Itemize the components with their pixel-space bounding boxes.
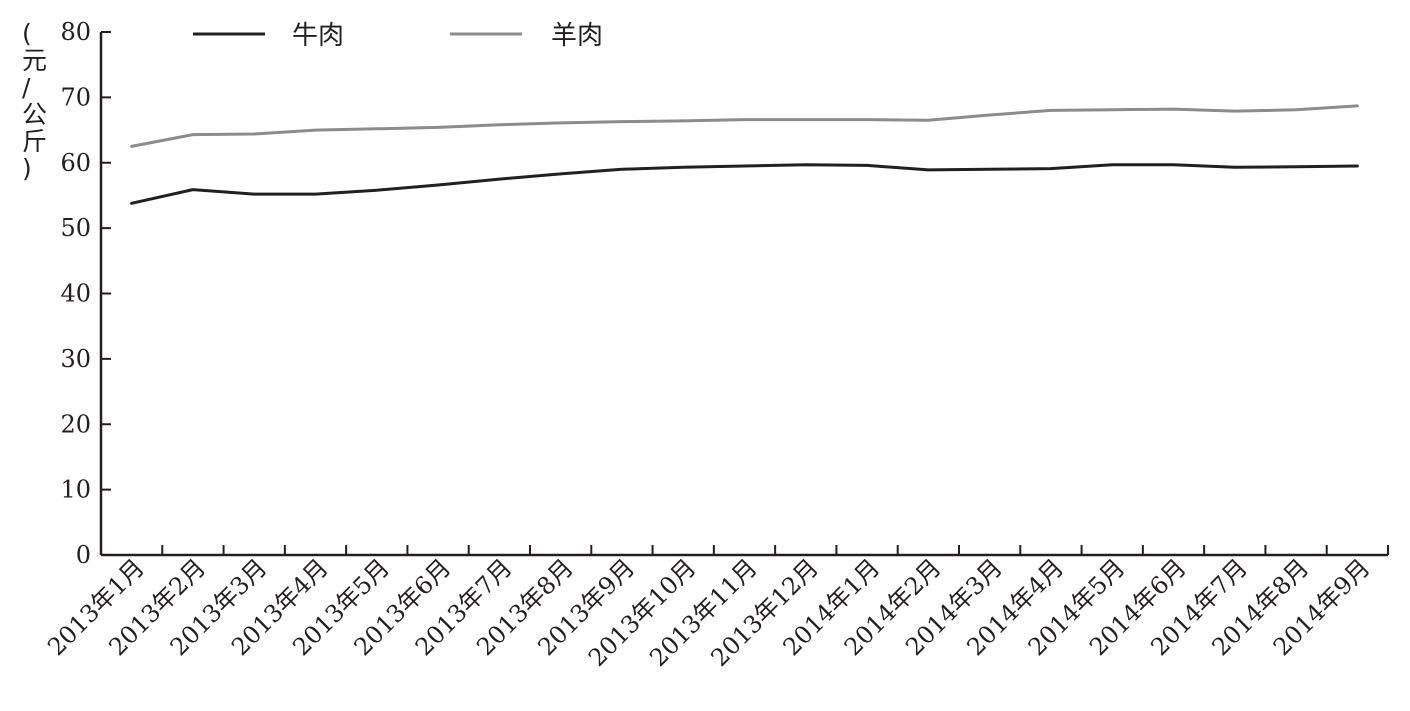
y-axis-label: (元/公斤) [22, 19, 47, 183]
y-tick-label: 20 [60, 410, 91, 438]
y-axis-label-char: 公 [22, 100, 47, 129]
y-tick-label: 40 [60, 280, 91, 308]
y-tick-label: 60 [60, 149, 91, 177]
y-axis-label-char: ( [22, 19, 32, 48]
legend-label-mutton: 羊肉 [551, 21, 603, 51]
y-axis-label-char: 斤 [22, 127, 47, 156]
y-tick-label: 0 [76, 541, 91, 569]
y-tick-label: 80 [60, 18, 91, 46]
series-layer [130, 104, 1359, 205]
x-axis: 2013年1月2013年2月2013年3月2013年4月2013年5月2013年… [42, 545, 1389, 672]
y-axis: 0 10 20 30 40 50 60 70 80 [60, 18, 111, 569]
y-tick-label: 10 [60, 476, 91, 504]
y-tick-label: 30 [60, 345, 91, 373]
series-line-mutton [130, 104, 1359, 148]
y-tick-label: 70 [60, 83, 91, 111]
series-line-beef [130, 163, 1359, 205]
y-axis-label-char: / [22, 73, 31, 102]
legend: 牛肉 羊肉 [193, 21, 603, 51]
y-axis-label-char: 元 [22, 46, 47, 75]
y-axis-label-char: ) [22, 154, 32, 183]
y-tick-label: 50 [60, 214, 91, 242]
legend-label-beef: 牛肉 [292, 21, 344, 51]
